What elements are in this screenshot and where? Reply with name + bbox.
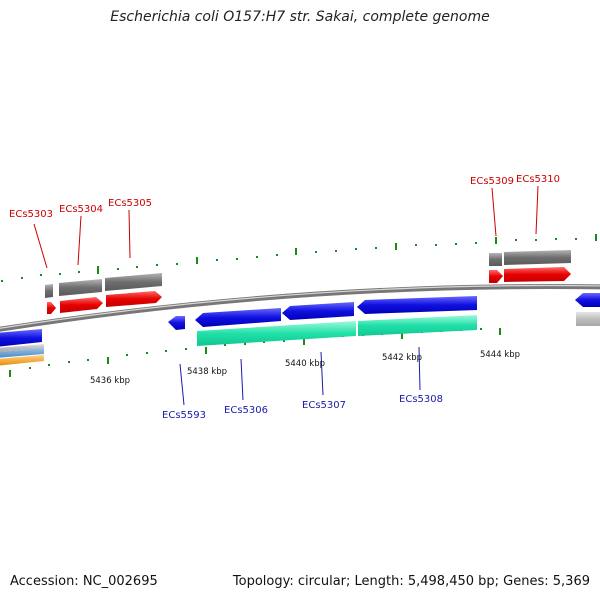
accession-label: Accession: NC_002695 [10,574,158,589]
gene-label-ecs5306[interactable]: ECs5306 [224,405,268,416]
reverse-label-connectors [179,346,421,406]
cds-arrow-ecs5304[interactable] [60,297,103,313]
forward-cds-track [47,267,571,314]
gene-bar-ecs5303[interactable] [45,284,53,298]
gene-bar-ecs5306-5307[interactable] [197,321,356,346]
gene-label-ecs5593[interactable]: ECs5593 [162,410,206,421]
gene-label-ecs5303[interactable]: ECs5303 [9,209,53,220]
gene-bar-ecs5308[interactable] [358,315,477,336]
gene-label-ecs5307[interactable]: ECs5307 [302,400,346,411]
cds-arrow-ecs5309[interactable] [489,270,503,283]
lower-tick-ring [9,328,501,377]
tick-label-5438: 5438 kbp [187,367,227,377]
feature-bar-steel[interactable] [0,348,44,358]
cds-arrow-ecs5308[interactable] [357,296,477,314]
reverse-cds-track [0,293,600,347]
upper-tick-ring [1,234,597,282]
gene-bar-ecs5310[interactable] [504,250,571,265]
genome-backbone [0,284,600,332]
tick-label-5436: 5436 kbp [90,376,130,386]
feature-bar-orange[interactable] [0,355,44,366]
cds-arrow-ecs5303[interactable] [47,302,56,314]
gene-label-ecs5304[interactable]: ECs5304 [59,204,103,215]
cds-arrow-ecs5593[interactable] [168,316,185,330]
tick-label-5440: 5440 kbp [285,359,325,369]
feature-bar-light[interactable] [0,344,44,352]
forward-label-connectors [33,185,539,269]
tick-label-5444: 5444 kbp [480,350,520,360]
gene-label-ecs5310[interactable]: ECs5310 [516,174,560,185]
left-feature-stack [0,344,44,366]
cds-arrow-ecs5310[interactable] [504,267,571,282]
gene-bar-right-partial[interactable] [576,312,600,326]
forward-gene-track [45,250,571,298]
genome-title: Escherichia coli O157:H7 str. Sakai, com… [110,9,490,25]
genome-summary-label: Topology: circular; Length: 5,498,450 bp… [232,574,590,589]
cds-arrow-right-partial[interactable] [575,293,600,307]
gene-label-ecs5305[interactable]: ECs5305 [108,198,152,209]
tick-label-5442: 5442 kbp [382,353,422,363]
cds-arrow-ecs5306[interactable] [195,308,281,327]
cds-arrow-ecs5307[interactable] [282,302,354,320]
reverse-gene-track [197,312,600,346]
cds-arrow-left-partial[interactable] [0,329,42,347]
cds-arrow-ecs5305[interactable] [106,291,162,307]
genome-backbone-highlight [0,284,600,329]
gene-bar-ecs5309[interactable] [489,253,502,266]
gene-bar-ecs5305[interactable] [105,273,162,291]
gene-label-ecs5309[interactable]: ECs5309 [470,176,514,187]
gene-label-ecs5308[interactable]: ECs5308 [399,394,443,405]
gene-bar-ecs5304[interactable] [59,279,102,296]
